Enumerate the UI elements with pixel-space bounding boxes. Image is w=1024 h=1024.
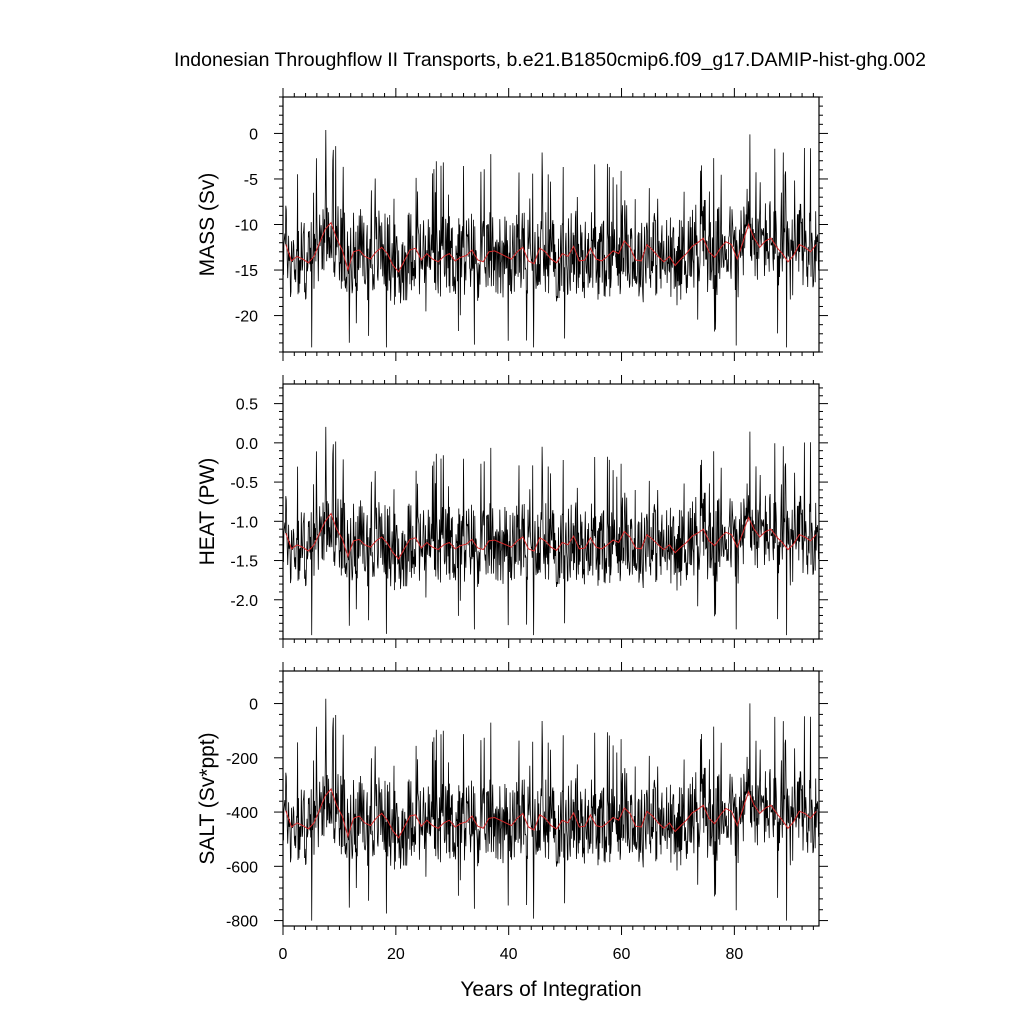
y-tick-label: -20 bbox=[235, 309, 258, 326]
series-annual-line bbox=[285, 512, 817, 560]
y-tick-label: -1.5 bbox=[230, 554, 258, 571]
series-annual-line bbox=[285, 221, 817, 273]
panel-mass: 0 -5 -10 -15 -20 MASS (Sv) bbox=[196, 88, 828, 361]
x-tick-label: 0 bbox=[279, 946, 288, 963]
panel-heat: 0.5 0.0 -0.5 -1.0 -1.5 -2.0 HEAT (PW) bbox=[196, 375, 828, 648]
plot-frame bbox=[282, 670, 820, 927]
panel-salt: 0 -200 -400 -600 -800 SALT (Sv*ppt) 0 20 40 60 80 bbox=[196, 662, 828, 963]
y-tick-label: -200 bbox=[226, 751, 258, 768]
y-tick-label: -15 bbox=[235, 263, 258, 280]
x-axis-label: Years of Integration bbox=[460, 978, 641, 1001]
y-tick-label: -10 bbox=[235, 218, 258, 235]
y-tick-label: 0 bbox=[249, 126, 258, 143]
plot-frame bbox=[282, 383, 820, 640]
y-tick-label: -600 bbox=[226, 859, 258, 876]
y-tick-label: 0 bbox=[249, 697, 258, 714]
series-monthly-line bbox=[283, 698, 819, 921]
y-tick-label: 0.5 bbox=[236, 397, 258, 414]
series-monthly-line bbox=[283, 129, 819, 348]
x-tick-label: 60 bbox=[613, 946, 631, 963]
y-tick-label: -5 bbox=[244, 172, 258, 189]
series-annual-line bbox=[285, 788, 817, 839]
y-tick-label: -1.0 bbox=[230, 514, 258, 531]
y-tick-label: -2.0 bbox=[230, 593, 258, 610]
y-axis-label: MASS (Sv) bbox=[196, 173, 219, 277]
chart-title: Indonesian Throughflow II Transports, b.… bbox=[174, 49, 926, 71]
y-tick-label: -0.5 bbox=[230, 475, 258, 492]
x-tick-label: 40 bbox=[500, 946, 518, 963]
series-monthly-line bbox=[283, 426, 819, 636]
y-tick-label: -800 bbox=[226, 914, 258, 931]
y-tick-label: 0.0 bbox=[236, 436, 258, 453]
panels: 0 -5 -10 -15 -20 MASS (Sv) 0.5 0.0 -0.5 -1.0 -1.5 -… bbox=[196, 88, 828, 963]
y-tick-label: -400 bbox=[226, 805, 258, 822]
y-axis-label: SALT (Sv*ppt) bbox=[196, 732, 219, 864]
x-tick-label: 20 bbox=[387, 946, 405, 963]
x-tick-label: 80 bbox=[725, 946, 743, 963]
y-axis-label: HEAT (PW) bbox=[196, 458, 219, 566]
